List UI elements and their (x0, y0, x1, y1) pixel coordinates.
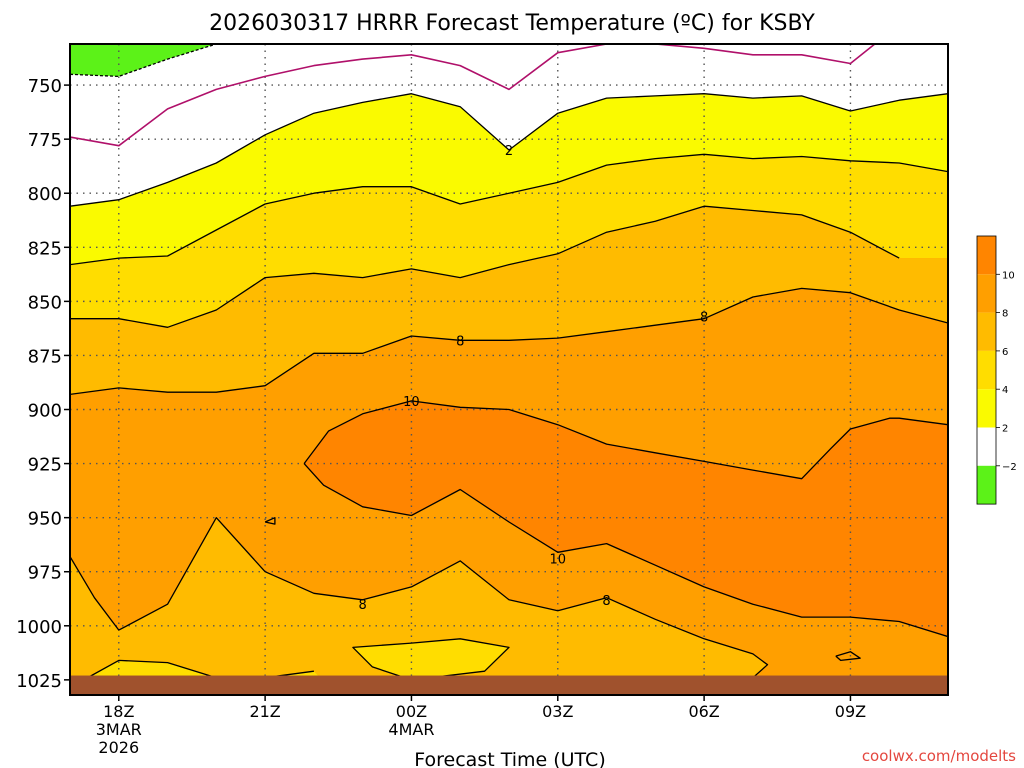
y-tick-label: 775 (28, 130, 62, 151)
chart-title: 2026030317 HRRR Forecast Temperature (ºC… (209, 11, 815, 36)
y-tick-label: 850 (28, 292, 62, 313)
isotherm-2 (70, 93, 948, 207)
grid-lines (70, 44, 948, 695)
isotherm-0 (655, 44, 876, 65)
plot-area: 2 8 8 10 10 8 8 (70, 44, 948, 695)
pressure-axis: 750 775 800 825 850 875 900 925 950 975 1000 1025 (16, 76, 70, 692)
fill-region-1 (70, 288, 948, 678)
isotherm-8 (70, 517, 769, 679)
isotherm-label: 8 (700, 311, 708, 326)
legend-label: 8 (1002, 309, 1008, 320)
y-tick-label: 875 (28, 346, 62, 367)
y-tick-label: 975 (28, 563, 62, 584)
x-tick-label: 09Z (835, 702, 866, 721)
legend-swatch (977, 274, 996, 313)
y-tick-label: 1000 (16, 617, 62, 638)
legend-label: 2 (1002, 424, 1008, 435)
x-tick-label: 21Z (249, 702, 280, 721)
legend-swatch (977, 465, 996, 505)
isotherm-8 (70, 287, 948, 396)
isotherm-10 (303, 463, 948, 638)
x-tick-label: 00Z (396, 702, 427, 721)
x-tick-label: 3MAR (96, 720, 142, 739)
y-tick-label: 750 (28, 76, 62, 97)
isotherm-label: 8 (456, 334, 464, 349)
legend-frame (976, 235, 997, 505)
isotherm-6 (70, 205, 900, 328)
y-tick-label: 800 (28, 184, 62, 205)
isotherm-10 (264, 517, 276, 525)
isotherm-label: 10 (550, 553, 567, 568)
isotherm-4 (70, 153, 948, 266)
band-minus2-to-2 (70, 44, 948, 207)
isotherm-label: 8 (602, 594, 610, 609)
x-tick-label: 4MAR (388, 720, 434, 739)
legend-label: −2 (1002, 462, 1017, 473)
isotherm-label: 8 (359, 598, 367, 613)
legend-label: 10 (1002, 270, 1015, 281)
y-tick-label: 925 (28, 455, 62, 476)
band-minus4-to-minus2 (70, 44, 217, 77)
legend-swatch (977, 427, 996, 466)
isotherm--2 (70, 44, 217, 78)
x-tick-label: 03Z (542, 702, 573, 721)
legend-swatch (977, 389, 996, 428)
x-tick-label: 06Z (688, 702, 719, 721)
y-tick-label: 900 (28, 401, 62, 422)
legend-label: 6 (1002, 347, 1008, 358)
ground-surface (70, 675, 948, 695)
y-tick-label: 1025 (16, 671, 62, 692)
isotherm-label: 10 (403, 395, 420, 410)
isotherm-0 (70, 44, 607, 147)
isotherm-labels: 2 8 8 10 10 8 8 (359, 144, 709, 613)
plot-frame (69, 43, 949, 696)
band-4-to-6 (70, 154, 948, 328)
credit-text: coolwx.com/modelts (862, 747, 1016, 765)
x-tick-label: 2026 (98, 738, 139, 757)
y-tick-label: 825 (28, 238, 62, 259)
band-2-to-4 (70, 93, 948, 265)
color-legend: 10 8 6 4 2 −2 (976, 235, 1017, 505)
isotherm-10 (303, 400, 948, 480)
legend-swatch (977, 350, 996, 390)
isotherm-lines (70, 44, 948, 683)
isotherm-6 (835, 651, 861, 662)
band-6-to-8 (70, 206, 948, 395)
legend-label: 4 (1002, 385, 1008, 396)
fill-region-2 (304, 400, 948, 637)
legend-swatch (977, 236, 996, 275)
legend-swatch (977, 312, 996, 351)
x-axis-label: Forecast Time (UTC) (414, 749, 605, 768)
isotherm-label: 2 (505, 144, 513, 159)
fill-region-3 (352, 638, 509, 680)
y-tick-label: 950 (28, 509, 62, 530)
x-tick-label: 18Z (103, 702, 134, 721)
